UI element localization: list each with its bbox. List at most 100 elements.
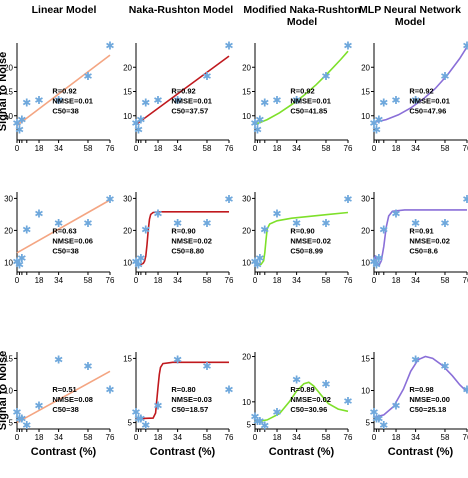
data-point: ✱ bbox=[105, 40, 114, 52]
data-point: ✱ bbox=[141, 420, 150, 432]
data-point: ✱ bbox=[153, 208, 162, 220]
stat-r: R=0.98 bbox=[409, 385, 433, 394]
stat-c50: C50=18.57 bbox=[171, 405, 208, 414]
stat-nmse: NMSE=0.08 bbox=[52, 395, 93, 404]
data-point: ✱ bbox=[202, 361, 211, 373]
data-point: ✱ bbox=[202, 218, 211, 230]
data-point: ✱ bbox=[105, 385, 114, 397]
x-tick-label: 18 bbox=[154, 144, 163, 153]
fit-curve-linear bbox=[16, 54, 111, 127]
stat-r: R=0.90 bbox=[290, 227, 314, 236]
data-point: ✱ bbox=[173, 95, 182, 107]
x-axis-label: Contrast (%) bbox=[269, 446, 335, 458]
data-point: ✱ bbox=[202, 71, 211, 83]
stat-r: R=0.90 bbox=[171, 227, 195, 236]
x-tick-label: 0 bbox=[253, 276, 258, 285]
stat-nmse: NMSE=0.00 bbox=[409, 395, 450, 404]
data-point: ✱ bbox=[17, 115, 26, 127]
x-tick-label: 0 bbox=[372, 433, 377, 442]
data-point: ✱ bbox=[321, 379, 330, 391]
data-point: ✱ bbox=[83, 218, 92, 230]
data-point: ✱ bbox=[374, 413, 383, 425]
x-tick-label: 34 bbox=[292, 276, 301, 285]
data-point: ✱ bbox=[136, 413, 145, 425]
x-tick-label: 58 bbox=[203, 144, 212, 153]
x-tick-label: 34 bbox=[173, 276, 182, 285]
stat-r: R=0.92 bbox=[171, 86, 195, 95]
data-point: ✱ bbox=[83, 361, 92, 373]
x-tick-label: 0 bbox=[134, 433, 139, 442]
stat-c50: C50=8.80 bbox=[171, 247, 204, 256]
y-tick-label: 5 bbox=[247, 420, 252, 429]
data-point: ✱ bbox=[134, 124, 143, 136]
x-tick-label: 58 bbox=[84, 144, 93, 153]
y-tick-label: 20 bbox=[361, 63, 370, 72]
x-tick-label: 34 bbox=[411, 433, 420, 442]
data-point: ✱ bbox=[369, 118, 378, 130]
stat-nmse: NMSE=0.01 bbox=[409, 96, 450, 105]
x-tick-label: 34 bbox=[173, 144, 182, 153]
data-point: ✱ bbox=[134, 260, 143, 272]
y-tick-label: 20 bbox=[242, 353, 251, 362]
stat-c50: C50=25.18 bbox=[409, 405, 446, 414]
data-point: ✱ bbox=[141, 98, 150, 110]
x-tick-label: 58 bbox=[84, 276, 93, 285]
data-point: ✱ bbox=[22, 98, 31, 110]
y-tick-label: 10 bbox=[242, 398, 251, 407]
data-point: ✱ bbox=[292, 375, 301, 387]
x-tick-label: 18 bbox=[273, 144, 282, 153]
fit-curve-naka_rushton bbox=[135, 55, 230, 126]
y-axis-label: Signal to Noise bbox=[0, 52, 9, 131]
x-tick-label: 18 bbox=[392, 144, 401, 153]
data-point: ✱ bbox=[343, 194, 352, 206]
data-point: ✱ bbox=[462, 385, 468, 397]
y-tick-label: 15 bbox=[361, 354, 370, 363]
data-point: ✱ bbox=[272, 208, 281, 220]
stat-r: R=0.92 bbox=[409, 86, 433, 95]
data-point: ✱ bbox=[255, 115, 264, 127]
stat-nmse: NMSE=0.01 bbox=[52, 96, 93, 105]
data-point: ✱ bbox=[105, 194, 114, 206]
x-tick-label: 0 bbox=[372, 276, 377, 285]
panel-mlp-row2: 102030018345876✱✱✱✱✱✱✱✱R=0.91NMSE=0.02C5… bbox=[361, 192, 468, 285]
data-point: ✱ bbox=[379, 98, 388, 110]
data-point: ✱ bbox=[411, 354, 420, 366]
x-tick-label: 18 bbox=[273, 276, 282, 285]
stat-r: R=0.63 bbox=[52, 227, 76, 236]
stat-r: R=0.89 bbox=[290, 385, 314, 394]
data-point: ✱ bbox=[391, 208, 400, 220]
stat-c50: C50=38 bbox=[52, 247, 78, 256]
data-point: ✱ bbox=[343, 396, 352, 408]
stat-r: R=0.92 bbox=[290, 86, 314, 95]
x-tick-label: 34 bbox=[173, 433, 182, 442]
x-tick-label: 0 bbox=[15, 276, 20, 285]
y-tick-label: 20 bbox=[242, 226, 251, 235]
x-tick-label: 18 bbox=[392, 276, 401, 285]
x-tick-label: 76 bbox=[344, 276, 353, 285]
fit-curve-linear bbox=[16, 199, 111, 254]
stat-r: R=0.80 bbox=[171, 385, 195, 394]
x-axis-labels: Contrast (%) Contrast (%) Contrast (%) Cont… bbox=[31, 446, 454, 458]
stat-c50: C50=47.96 bbox=[409, 106, 446, 115]
x-tick-label: 34 bbox=[54, 433, 63, 442]
data-point: ✱ bbox=[260, 98, 269, 110]
x-tick-label: 34 bbox=[411, 144, 420, 153]
x-tick-label: 34 bbox=[292, 433, 301, 442]
y-axis-label: Signal to Noise bbox=[0, 351, 9, 430]
x-tick-label: 18 bbox=[35, 276, 44, 285]
column-title-line: Model bbox=[287, 16, 317, 28]
data-point: ✱ bbox=[372, 413, 381, 425]
data-point: ✱ bbox=[173, 218, 182, 230]
x-tick-label: 34 bbox=[292, 144, 301, 153]
x-tick-label: 76 bbox=[225, 144, 234, 153]
data-point: ✱ bbox=[54, 95, 63, 107]
fit-curve-modified_naka_rushton bbox=[254, 211, 349, 266]
stat-nmse: NMSE=0.06 bbox=[52, 237, 93, 246]
y-tick-label: 5 bbox=[366, 419, 371, 428]
x-tick-label: 76 bbox=[106, 433, 115, 442]
x-tick-label: 0 bbox=[253, 433, 258, 442]
